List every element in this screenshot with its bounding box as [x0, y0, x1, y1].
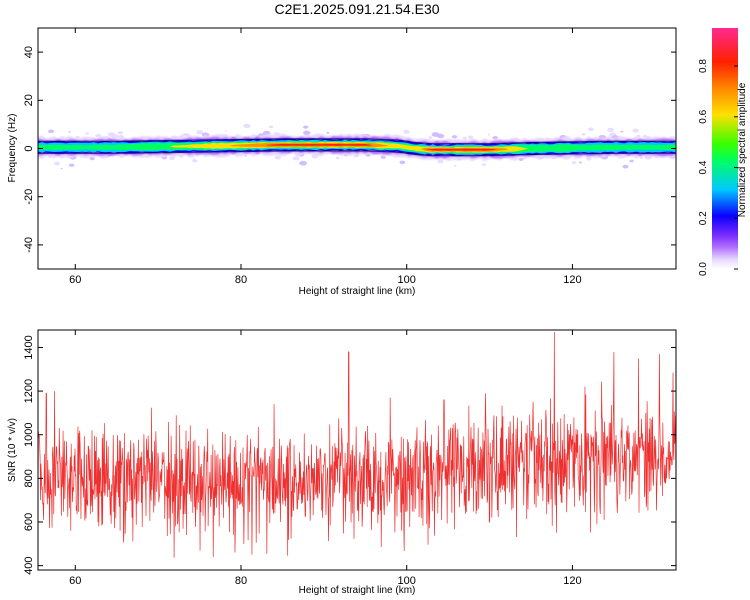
noise-speck	[303, 130, 311, 136]
spectrogram-x-label: Height of straight line (km)	[299, 286, 416, 297]
colorbar-tick-label: 0.2	[698, 211, 709, 225]
noise-speck	[403, 129, 410, 134]
spectrogram-y-tick-label: -40	[23, 237, 35, 253]
snr-panel: 60 80 100 120 400 600 800 1000 1200 1400 Height …	[7, 329, 677, 596]
noise-speck	[487, 133, 491, 136]
noise-speck	[620, 130, 624, 133]
noise-speck	[60, 167, 63, 170]
noise-speck	[95, 133, 102, 138]
noise-speck	[244, 154, 247, 157]
noise-speck	[68, 131, 71, 133]
noise-speck	[75, 135, 80, 139]
noise-speck	[224, 129, 228, 132]
noise-speck	[632, 128, 639, 133]
noise-speck	[326, 131, 330, 134]
noise-speck	[299, 160, 307, 166]
snr-y-tick-label: 1000	[23, 422, 35, 446]
noise-speck	[192, 158, 195, 160]
noise-speck	[436, 133, 445, 139]
noise-speck	[578, 161, 582, 164]
spectrogram-panel: 60 80 100 120 40 20 0 -20 -40 Height of straigh…	[7, 27, 677, 297]
noise-speck	[607, 127, 615, 133]
snr-x-tick-label: 60	[69, 575, 81, 587]
spectrogram-y-tick-label: 20	[23, 94, 35, 106]
ridge-edge-line	[38, 138, 676, 145]
noise-speck	[453, 165, 457, 167]
snr-y-tick-label: 800	[23, 469, 35, 487]
noise-speck	[292, 156, 300, 161]
noise-speck	[182, 133, 188, 137]
noise-speck	[451, 135, 458, 139]
colorbar-tick-label: 0.4	[698, 160, 709, 174]
colorbar-gradient	[712, 28, 738, 269]
ridge-edge-line	[38, 150, 676, 157]
noise-speck	[462, 136, 467, 140]
snr-y-label: SNR (10 * v/v)	[7, 418, 18, 482]
noise-speck	[492, 135, 499, 140]
spectrogram-x-tick-label: 120	[563, 274, 581, 286]
noise-speck	[587, 127, 594, 132]
snr-x-tick-label: 80	[235, 575, 247, 587]
noise-speck	[48, 129, 55, 134]
noise-speck	[303, 125, 309, 129]
spectrogram-y-tick-label: 40	[23, 46, 35, 58]
noise-speck	[636, 134, 641, 138]
noise-speck	[196, 130, 204, 135]
noise-speck	[399, 160, 406, 165]
spectrogram-band	[38, 141, 676, 153]
noise-speck	[639, 156, 644, 160]
noise-speck	[428, 136, 433, 139]
spectrogram-y-tick-label: 0	[23, 145, 35, 151]
colorbar-tick-label: 0.6	[698, 109, 709, 123]
noise-speck	[274, 155, 281, 160]
spectrogram-x-tick-label: 80	[235, 274, 247, 286]
spectrogram-x-tick-label: 100	[398, 274, 416, 286]
snr-y-tick-label: 1400	[23, 335, 35, 359]
noise-speck	[642, 134, 648, 138]
noise-speck	[243, 123, 251, 129]
spectrogram-x-tick-label: 60	[69, 274, 81, 286]
noise-speck	[437, 159, 444, 164]
spectrogram-band	[38, 143, 676, 151]
colorbar-tick-label: 0.0	[698, 262, 709, 276]
noise-speck	[192, 159, 198, 163]
noise-speck	[89, 156, 95, 161]
colorbar-tick-label: 0.8	[698, 59, 709, 73]
snr-y-tick-label: 400	[23, 556, 35, 574]
noise-speck	[68, 163, 75, 167]
noise-speck	[481, 163, 487, 166]
noise-speck	[107, 132, 116, 137]
noise-speck	[467, 135, 474, 139]
spectrogram-y-label: Frequency (Hz)	[7, 114, 18, 183]
snr-frame	[37, 329, 677, 571]
noise-speck	[353, 156, 356, 158]
noise-speck	[518, 157, 524, 161]
noise-speck	[622, 164, 629, 169]
noise-speck	[54, 161, 60, 166]
figure-title: C2E1.2025.091.21.54.E30	[274, 1, 439, 17]
snr-series-line	[38, 332, 676, 558]
colorbar-label: Normalized spectral amplitude	[737, 82, 748, 217]
snr-x-tick-label: 120	[563, 575, 581, 587]
snr-y-tick-label: 600	[23, 513, 35, 531]
noise-speck	[571, 161, 577, 164]
noise-speck	[380, 155, 386, 159]
colorbar: 0.0 0.2 0.4 0.6 0.8 Normalized spectral ampl…	[698, 28, 748, 276]
noise-speck	[268, 125, 274, 129]
noise-speck	[85, 132, 89, 135]
snr-x-tick-label: 100	[398, 575, 416, 587]
noise-speck	[117, 131, 124, 135]
snr-y-tick-label: 1200	[23, 379, 35, 403]
noise-speck	[581, 133, 586, 136]
snr-x-label: Height of straight line (km)	[299, 585, 416, 596]
spectrogram-y-tick-label: -20	[23, 189, 35, 205]
noise-speck	[629, 159, 634, 163]
noise-speck	[335, 156, 340, 160]
